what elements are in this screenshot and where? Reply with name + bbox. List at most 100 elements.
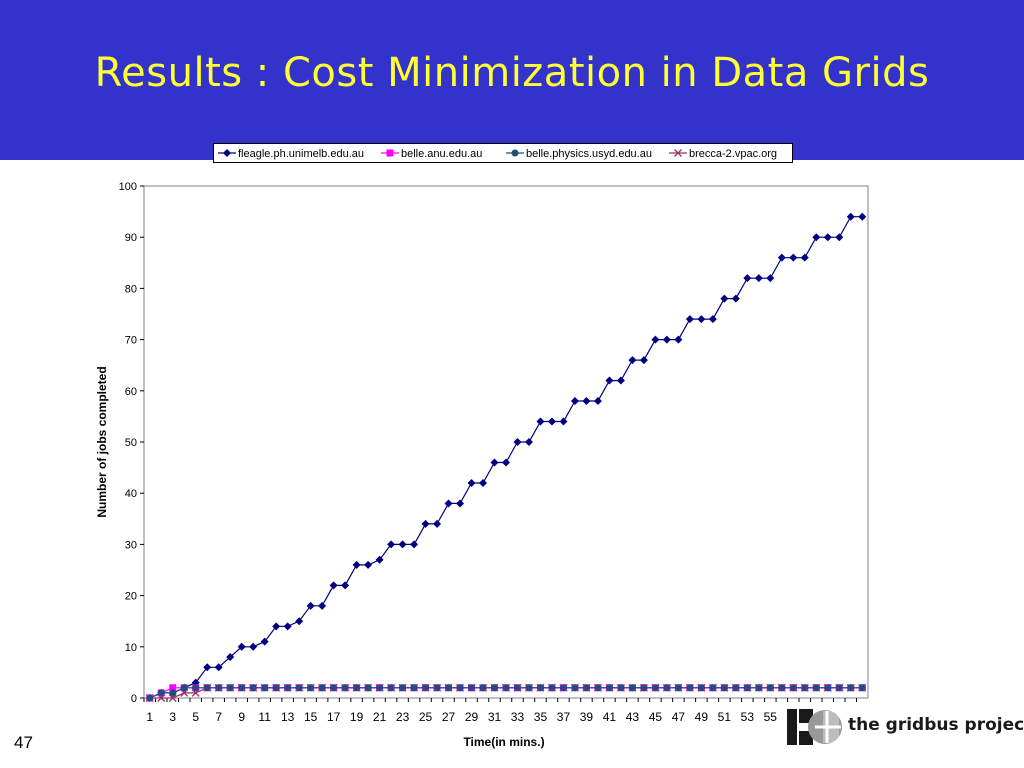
data-point: [755, 684, 763, 692]
data-point: [789, 253, 798, 262]
data-point: [559, 417, 568, 426]
data-point: [353, 684, 361, 692]
x-tick-label: 27: [442, 710, 456, 724]
data-point: [421, 519, 430, 528]
data-point: [605, 376, 614, 385]
data-point: [835, 233, 844, 242]
data-point: [284, 684, 292, 692]
x-tick-label: 5: [192, 710, 199, 724]
y-axis-title: Number of jobs completed: [95, 366, 109, 517]
data-point: [375, 555, 384, 564]
x-tick-label: 35: [534, 710, 548, 724]
data-point: [846, 212, 855, 221]
data-point: [306, 601, 315, 610]
y-tick-label: 20: [125, 591, 137, 603]
x-tick-label: 37: [557, 710, 571, 724]
data-point: [169, 689, 177, 697]
data-point: [376, 684, 384, 692]
legend-marker: [511, 149, 519, 157]
data-point: [214, 663, 223, 672]
x-tick-label: 33: [511, 710, 525, 724]
data-point: [398, 540, 407, 549]
x-tick-label: 15: [304, 710, 318, 724]
x-tick-label: 11: [258, 710, 271, 724]
data-point: [593, 397, 602, 406]
gridbus-logo: the gridbus project: [785, 703, 1024, 751]
data-point: [628, 684, 636, 692]
data-point: [249, 684, 257, 692]
data-point: [651, 335, 660, 344]
data-point: [445, 684, 453, 692]
data-point: [341, 581, 350, 590]
data-point: [858, 212, 867, 221]
legend-label: brecca-2.vpac.org: [689, 148, 777, 160]
data-point: [502, 458, 510, 467]
data-point: [410, 540, 419, 549]
data-point: [491, 684, 499, 692]
legend-label: belle.anu.edu.au: [401, 148, 482, 160]
data-point: [616, 376, 625, 385]
y-tick-label: 50: [125, 437, 137, 449]
legend-label: belle.physics.usyd.edu.au: [526, 148, 652, 160]
data-point: [847, 684, 855, 692]
data-point: [330, 684, 338, 692]
data-point: [318, 684, 326, 692]
data-point: [249, 642, 258, 651]
data-point: [640, 684, 648, 692]
data-point: [824, 684, 832, 692]
x-tick-label: 7: [215, 710, 222, 724]
data-point: [800, 253, 809, 262]
slide-title: Results : Cost Minimization in Data Grid…: [94, 50, 930, 96]
plot-area: [143, 185, 869, 699]
data-point: [766, 684, 774, 692]
data-point: [547, 417, 556, 426]
data-point: [674, 684, 682, 692]
data-point: [536, 417, 545, 426]
data-point: [329, 581, 338, 590]
data-point: [146, 694, 154, 702]
data-point: [468, 684, 476, 692]
title-banner: [0, 0, 1024, 160]
x-tick-label: 29: [465, 710, 479, 724]
y-tick-label: 100: [119, 181, 137, 193]
x-tick-label: 31: [488, 710, 502, 724]
legend-label: fleagle.ph.unimelb.edu.au: [238, 148, 364, 160]
data-point: [433, 519, 442, 528]
data-point: [168, 694, 177, 702]
data-point: [456, 499, 465, 508]
data-point: [778, 684, 786, 692]
legend-marker: [386, 149, 394, 157]
x-tick-label: 3: [169, 710, 176, 724]
data-point: [237, 642, 246, 651]
x-tick-label: 1: [146, 710, 153, 724]
data-point: [203, 663, 212, 672]
data-point: [433, 684, 441, 692]
data-point: [801, 684, 809, 692]
x-tick-label: 43: [626, 710, 640, 724]
chart-legend: [213, 143, 793, 163]
data-point: [628, 356, 637, 365]
data-point: [708, 315, 717, 324]
data-point: [422, 684, 430, 692]
data-point: [559, 684, 567, 692]
data-point: [835, 684, 843, 692]
data-point: [387, 684, 395, 692]
data-point: [479, 684, 487, 692]
x-tick-label: 19: [350, 710, 364, 724]
data-point: [743, 274, 752, 283]
data-point: [444, 499, 453, 508]
gridbus-logo-mark-icon: [787, 709, 842, 745]
data-point: [272, 622, 281, 631]
data-point: [524, 438, 533, 446]
data-point: [789, 684, 797, 692]
data-point: [272, 684, 280, 692]
data-point: [513, 684, 521, 692]
data-point: [720, 684, 728, 692]
y-tick-label: 80: [125, 283, 137, 295]
data-point: [823, 233, 832, 242]
data-point: [686, 684, 694, 692]
data-point: [157, 689, 165, 697]
data-point: [605, 684, 613, 692]
data-point: [410, 684, 418, 692]
y-tick-label: 40: [125, 488, 137, 500]
